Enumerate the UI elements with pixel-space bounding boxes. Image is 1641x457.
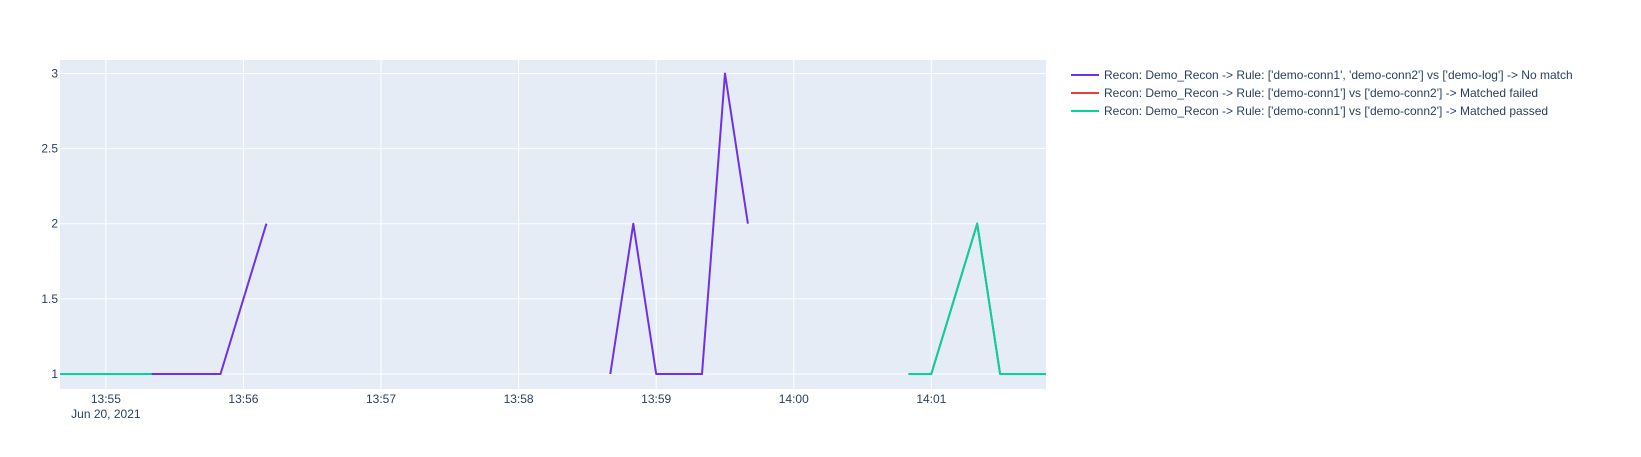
legend-item[interactable]: Recon: Demo_Recon -> Rule: ['demo-conn1'… (1071, 68, 1573, 82)
legend-label: Recon: Demo_Recon -> Rule: ['demo-conn1'… (1104, 104, 1548, 118)
legend-label: Recon: Demo_Recon -> Rule: ['demo-conn1'… (1104, 86, 1538, 100)
legend-item[interactable]: Recon: Demo_Recon -> Rule: ['demo-conn1'… (1071, 104, 1548, 118)
legend-item[interactable]: Recon: Demo_Recon -> Rule: ['demo-conn1'… (1071, 86, 1538, 100)
x-tick-label: 14:00 (779, 392, 809, 406)
x-tick-label: 13:58 (504, 392, 534, 406)
x-tick-label: 13:57 (366, 392, 396, 406)
y-tick-label: 2.5 (41, 142, 58, 156)
y-tick-label: 1.5 (41, 292, 58, 306)
legend-label: Recon: Demo_Recon -> Rule: ['demo-conn1'… (1104, 68, 1573, 82)
x-tick-label: 13:55 (91, 392, 121, 406)
y-tick-label: 3 (51, 67, 58, 81)
legend[interactable]: Recon: Demo_Recon -> Rule: ['demo-conn1'… (1071, 68, 1573, 118)
y-tick-label: 1 (51, 367, 58, 381)
y-axis: 1 1.5 2 2.5 3 (41, 67, 58, 381)
plot-background (60, 60, 1046, 389)
y-tick-label: 2 (51, 217, 58, 231)
x-tick-label: 13:56 (228, 392, 258, 406)
x-tick-label: 13:59 (641, 392, 671, 406)
x-tick-sublabel: Jun 20, 2021 (71, 407, 141, 421)
x-tick-label: 14:01 (916, 392, 946, 406)
